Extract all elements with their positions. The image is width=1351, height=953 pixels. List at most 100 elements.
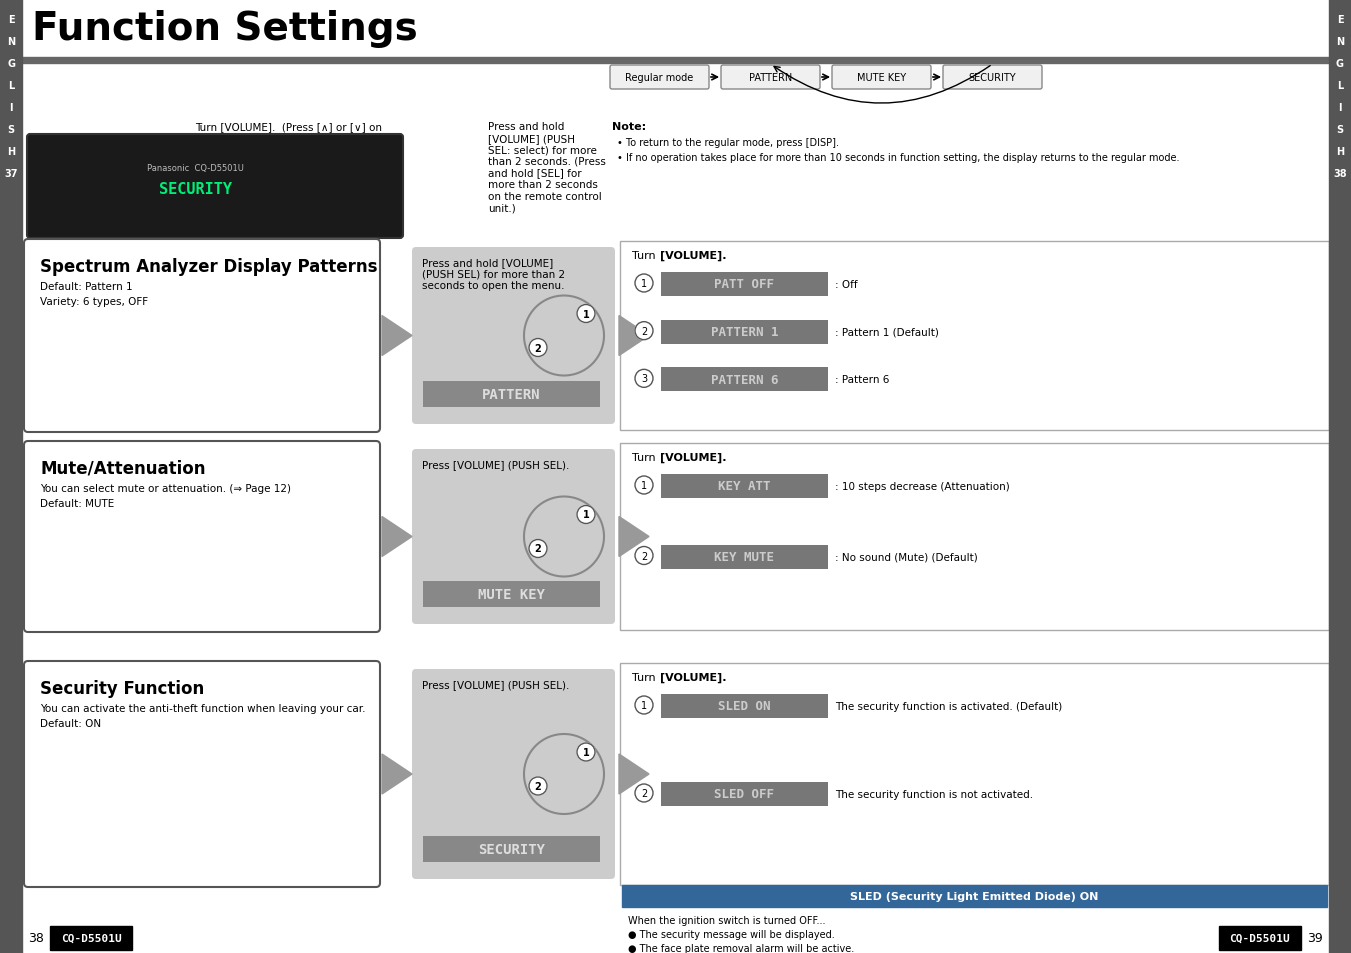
Text: CQ-D5501U: CQ-D5501U [61,933,122,943]
FancyBboxPatch shape [24,441,380,633]
FancyBboxPatch shape [661,545,828,569]
FancyBboxPatch shape [661,695,828,719]
Text: Press [VOLUME] (PUSH SEL).: Press [VOLUME] (PUSH SEL). [422,679,569,689]
Text: S: S [1336,125,1343,135]
Text: 2: 2 [640,788,647,799]
Bar [1219,926,1301,950]
Text: 1: 1 [640,278,647,289]
Text: PATTERN 6: PATTERN 6 [711,374,778,386]
Text: • If no operation takes place for more than 10 seconds in function setting, the : • If no operation takes place for more t… [617,152,1179,163]
FancyBboxPatch shape [423,836,600,862]
Circle shape [635,547,653,565]
Circle shape [635,476,653,495]
Polygon shape [619,316,648,356]
Text: Turn: Turn [632,453,659,462]
Text: 2: 2 [640,326,647,336]
Text: Variety: 6 types, OFF: Variety: 6 types, OFF [41,296,149,307]
Text: Default: ON: Default: ON [41,719,101,728]
Text: The security function is activated. (Default): The security function is activated. (Def… [835,701,1062,711]
Text: SECURITY: SECURITY [969,73,1016,83]
FancyBboxPatch shape [423,581,600,607]
Circle shape [577,506,594,524]
Text: Press and hold [VOLUME]
(PUSH SEL) for more than 2
seconds to open the menu.: Press and hold [VOLUME] (PUSH SEL) for m… [422,257,565,291]
Text: Turn [VOLUME].  (Press [∧] or [∨] on
the remote control unit.): Turn [VOLUME]. (Press [∧] or [∨] on the … [195,122,382,144]
FancyBboxPatch shape [24,240,380,433]
Polygon shape [382,754,412,794]
Text: 1: 1 [582,747,589,758]
FancyBboxPatch shape [27,135,403,239]
Text: 1: 1 [640,700,647,710]
Text: KEY MUTE: KEY MUTE [715,551,774,563]
Text: 39: 39 [1308,931,1323,944]
Text: Default: MUTE: Default: MUTE [41,498,115,509]
Polygon shape [619,517,648,557]
Bar [50,926,132,950]
Text: 2: 2 [640,551,647,561]
FancyBboxPatch shape [412,450,615,624]
Text: ● The face plate removal alarm will be active.: ● The face plate removal alarm will be a… [628,943,854,953]
Text: 38: 38 [1333,169,1347,179]
Bar [621,885,1327,953]
Text: [VOLUME].: [VOLUME]. [661,453,727,463]
Text: Panasonic  CQ-D5501U: Panasonic CQ-D5501U [146,164,243,173]
FancyBboxPatch shape [412,248,615,424]
Circle shape [635,274,653,293]
Text: L: L [8,81,14,91]
Circle shape [530,778,547,795]
Circle shape [577,305,594,323]
Circle shape [635,370,653,388]
Text: Function Settings: Function Settings [32,10,417,48]
Text: SLED (Security Light Emitted Diode) ON: SLED (Security Light Emitted Diode) ON [850,891,1098,901]
FancyBboxPatch shape [661,475,828,498]
Text: CQ-D5501U: CQ-D5501U [1229,933,1290,943]
Text: : 10 steps decrease (Attenuation): : 10 steps decrease (Attenuation) [835,481,1009,492]
Bar [0,923,1351,953]
Polygon shape [382,316,412,356]
Text: H: H [7,147,15,157]
Text: 3: 3 [640,374,647,384]
FancyBboxPatch shape [661,320,828,344]
Circle shape [635,697,653,714]
Polygon shape [382,517,412,557]
Bar [0,0,22,953]
FancyBboxPatch shape [412,669,615,879]
Text: : Off: : Off [835,280,858,290]
FancyBboxPatch shape [611,66,709,90]
Text: PATTERN 1: PATTERN 1 [711,326,778,339]
Text: Turn: Turn [632,672,659,682]
Bar [621,885,1327,907]
FancyBboxPatch shape [661,273,828,296]
Text: Regular mode: Regular mode [626,73,693,83]
Text: N: N [1336,37,1344,47]
FancyBboxPatch shape [620,663,1329,885]
Text: You can select mute or attenuation. (⇒ Page 12): You can select mute or attenuation. (⇒ P… [41,483,290,494]
FancyBboxPatch shape [620,443,1329,630]
FancyBboxPatch shape [661,782,828,806]
Text: SECURITY: SECURITY [158,181,231,196]
Text: Mute/Attenuation: Mute/Attenuation [41,459,205,477]
Text: [DISP] (Return to the regular mode): [DISP] (Return to the regular mode) [132,246,317,255]
Text: When the ignition switch is turned OFF...: When the ignition switch is turned OFF..… [628,915,825,925]
Text: 2: 2 [535,544,542,554]
Text: Press [VOLUME] (PUSH SEL).: Press [VOLUME] (PUSH SEL). [422,459,569,470]
Text: E: E [8,15,15,25]
Text: MUTE KEY: MUTE KEY [857,73,907,83]
Circle shape [577,743,594,761]
Text: 1: 1 [640,480,647,491]
Text: Press and hold
[VOLUME] (PUSH
SEL: select) for more
than 2 seconds. (Press
and h: Press and hold [VOLUME] (PUSH SEL: selec… [488,122,605,213]
Text: SLED ON: SLED ON [719,700,771,713]
FancyBboxPatch shape [721,66,820,90]
Text: [VOLUME].: [VOLUME]. [661,672,727,682]
Text: KEY ATT: KEY ATT [719,480,771,493]
FancyBboxPatch shape [24,661,380,887]
Text: H: H [1336,147,1344,157]
FancyBboxPatch shape [943,66,1042,90]
Text: MUTE KEY: MUTE KEY [478,587,544,601]
Text: 2: 2 [535,343,542,354]
Text: : Pattern 6: : Pattern 6 [835,375,889,385]
Text: G: G [1336,59,1344,69]
FancyBboxPatch shape [832,66,931,90]
FancyBboxPatch shape [661,368,828,392]
Text: S: S [8,125,15,135]
FancyBboxPatch shape [620,242,1329,431]
